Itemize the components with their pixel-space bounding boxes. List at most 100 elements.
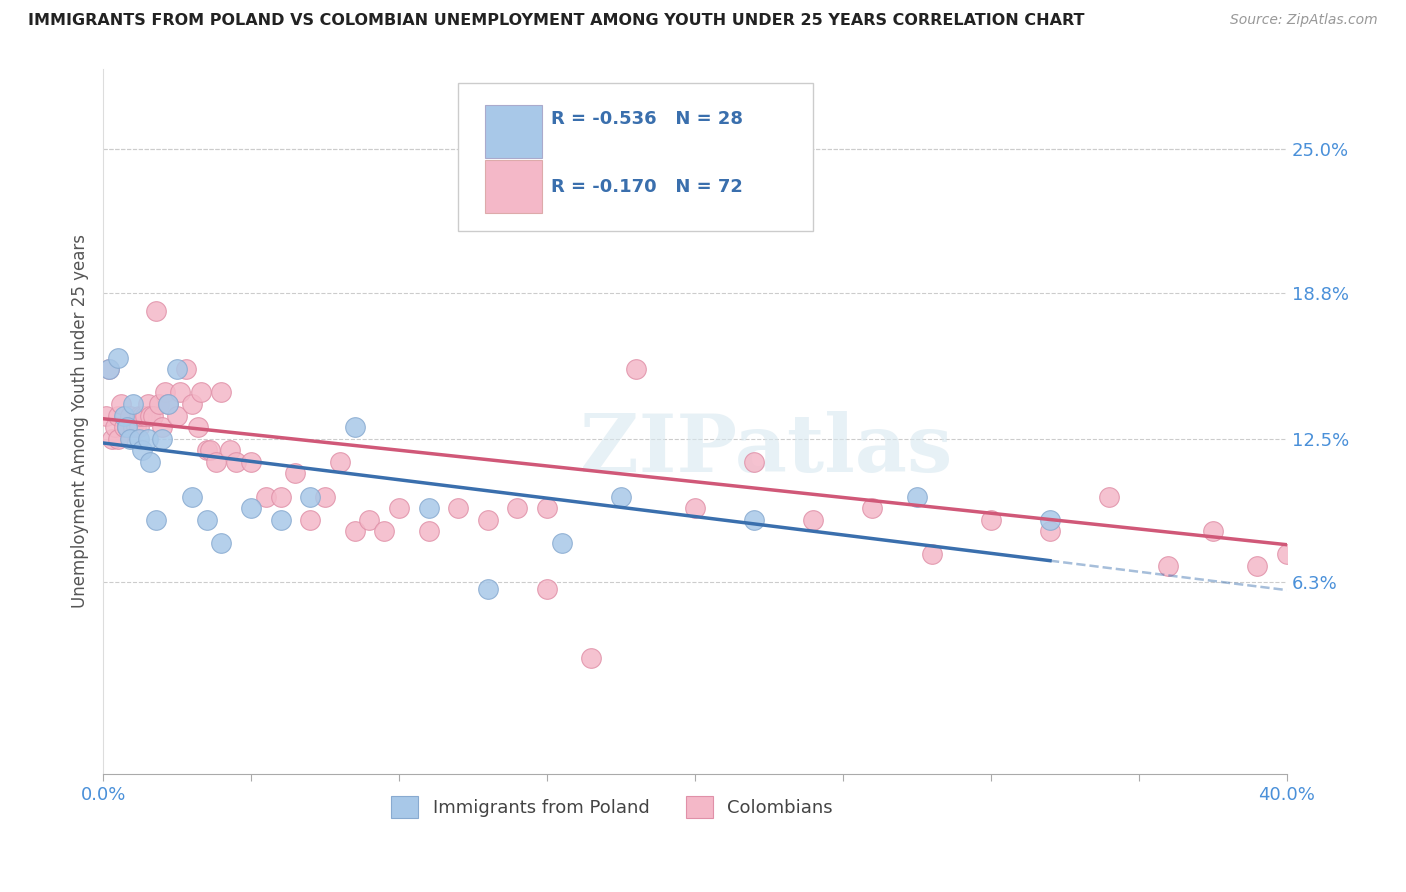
Point — [150, 432, 173, 446]
Point — [98, 362, 121, 376]
Point — [104, 420, 127, 434]
Point — [198, 443, 221, 458]
Point — [131, 443, 153, 458]
Point — [139, 409, 162, 423]
Point — [134, 409, 156, 423]
Point — [581, 651, 603, 665]
Point — [112, 409, 135, 423]
Point — [270, 513, 292, 527]
Point — [98, 362, 121, 376]
Point — [145, 513, 167, 527]
Point — [418, 501, 440, 516]
Point — [150, 420, 173, 434]
Point — [136, 432, 159, 446]
Point — [565, 154, 588, 169]
Point — [801, 513, 824, 527]
Point — [314, 490, 336, 504]
Point — [270, 490, 292, 504]
Point — [115, 420, 138, 434]
Point — [121, 420, 143, 434]
Point — [121, 420, 143, 434]
Point — [1157, 558, 1180, 573]
Point — [145, 304, 167, 318]
Point — [148, 397, 170, 411]
Point — [359, 513, 381, 527]
Text: Source: ZipAtlas.com: Source: ZipAtlas.com — [1230, 13, 1378, 28]
Point — [115, 420, 138, 434]
FancyBboxPatch shape — [485, 105, 543, 158]
Point — [536, 501, 558, 516]
Point — [128, 409, 150, 423]
Point — [180, 490, 202, 504]
Point — [862, 501, 884, 516]
Point — [1039, 524, 1062, 539]
Text: IMMIGRANTS FROM POLAND VS COLOMBIAN UNEMPLOYMENT AMONG YOUTH UNDER 25 YEARS CORR: IMMIGRANTS FROM POLAND VS COLOMBIAN UNEM… — [28, 13, 1084, 29]
Point — [1039, 513, 1062, 527]
Point — [299, 513, 322, 527]
Point — [551, 535, 574, 549]
Point — [139, 455, 162, 469]
Point — [110, 397, 132, 411]
Point — [477, 513, 499, 527]
Point — [1275, 547, 1298, 561]
Point — [142, 409, 165, 423]
Point — [343, 524, 366, 539]
Point — [240, 455, 263, 469]
Point — [254, 490, 277, 504]
Point — [742, 455, 765, 469]
Point — [683, 501, 706, 516]
Text: R = -0.536   N = 28: R = -0.536 N = 28 — [551, 111, 742, 128]
Point — [1202, 524, 1225, 539]
Point — [124, 420, 146, 434]
Text: ZIPatlas: ZIPatlas — [579, 410, 952, 489]
Point — [447, 501, 470, 516]
Point — [329, 455, 352, 469]
Point — [343, 420, 366, 434]
Point — [190, 385, 212, 400]
Point — [536, 582, 558, 596]
Point — [225, 455, 247, 469]
Point — [211, 385, 233, 400]
Point — [157, 397, 180, 411]
Point — [624, 362, 647, 376]
Legend: Immigrants from Poland, Colombians: Immigrants from Poland, Colombians — [384, 789, 839, 825]
Point — [921, 547, 943, 561]
Point — [115, 420, 138, 434]
Point — [506, 501, 529, 516]
Point — [219, 443, 242, 458]
Point — [166, 409, 188, 423]
Point — [101, 432, 124, 446]
Point — [610, 490, 633, 504]
Point — [187, 420, 209, 434]
Point — [112, 420, 135, 434]
Point — [136, 397, 159, 411]
Point — [166, 362, 188, 376]
Point — [742, 513, 765, 527]
Point — [980, 513, 1002, 527]
Point — [551, 211, 574, 226]
Point — [121, 397, 143, 411]
Point — [211, 535, 233, 549]
Point — [418, 524, 440, 539]
Point — [174, 362, 197, 376]
Point — [107, 432, 129, 446]
Point — [155, 385, 177, 400]
FancyBboxPatch shape — [485, 161, 543, 213]
Point — [131, 409, 153, 423]
Point — [169, 385, 191, 400]
Point — [1098, 490, 1121, 504]
Point — [595, 108, 617, 122]
Point — [107, 409, 129, 423]
Point — [299, 490, 322, 504]
Point — [118, 432, 141, 446]
Point — [180, 397, 202, 411]
Text: R = -0.170   N = 72: R = -0.170 N = 72 — [551, 178, 742, 196]
Point — [1246, 558, 1268, 573]
Y-axis label: Unemployment Among Youth under 25 years: Unemployment Among Youth under 25 years — [72, 235, 89, 608]
Point — [195, 513, 218, 527]
Point — [128, 432, 150, 446]
Point — [94, 409, 117, 423]
FancyBboxPatch shape — [458, 83, 813, 231]
Point — [477, 582, 499, 596]
Point — [284, 467, 307, 481]
